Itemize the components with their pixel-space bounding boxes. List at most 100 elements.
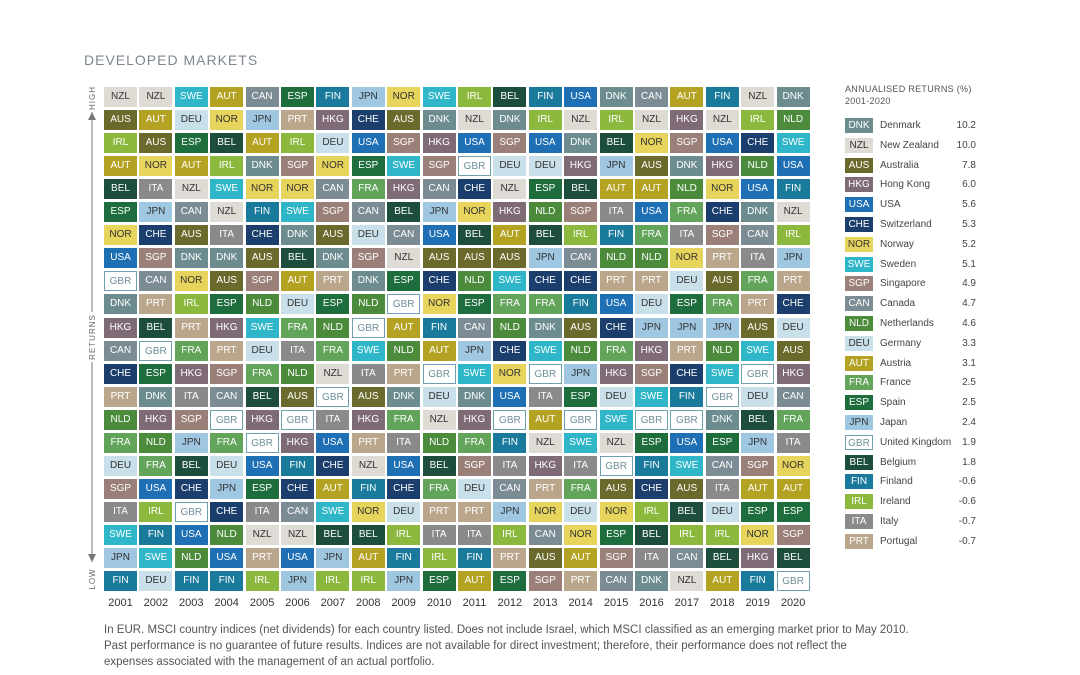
country-cell: GBR [139,340,173,361]
country-cell: GBR [387,294,421,315]
year-label: 2016 [639,597,664,609]
country-cell: PRT [493,548,527,568]
country-cell: GBR [670,409,704,430]
country-cell: DEU [245,340,279,361]
country-cell: HKG [493,202,527,223]
country-cell: GBR [281,409,314,430]
country-cell: USA [351,133,385,154]
country-cell: DEU [670,271,704,292]
country-cell: HKG [599,363,633,384]
country-cell: ESP [528,179,562,200]
country-cell: NOR [281,179,314,200]
country-cell: CHE [528,271,562,292]
country-cell: AUS [422,248,456,269]
country-cell: BEL [210,133,244,154]
country-cell: ITA [351,363,385,384]
country-cell: AUT [741,478,775,499]
country-cell: HKG [316,110,350,131]
legend-name: Portugal [880,535,918,547]
country-cell: CHE [458,179,491,200]
title: DEVELOPED MARKETS [84,52,259,68]
country-cell: SGP [776,524,810,545]
country-cell: JPN [528,248,562,269]
legend-code: DNK [845,118,873,133]
country-cell: USA [245,455,279,476]
country-cell: HKG [387,179,421,200]
country-cell: FRA [210,432,244,453]
country-cell: AUS [741,317,775,338]
country-cell: SGP [528,571,562,592]
legend-code: ITA [845,514,873,529]
country-cell: FRA [528,294,562,315]
legend-code: CAN [845,296,873,312]
legend-code: SWE [845,256,873,272]
country-cell: NZL [351,455,385,476]
country-cell: AUT [387,317,421,338]
country-cell: NLD [635,248,668,269]
country-cell: ITA [210,225,244,246]
country-cell: BEL [351,524,385,545]
country-cell: FRA [351,179,385,200]
country-cell: DNK [776,87,810,107]
country-cell: BEL [599,133,633,154]
country-cell: FRA [104,432,137,453]
country-cell: BEL [139,317,173,338]
country-cell: USA [104,248,137,269]
country-cell: CHE [705,202,739,223]
country-cell: NZL [564,110,598,131]
country-cell: IRL [564,225,598,246]
country-cell: NOR [104,225,137,246]
country-cell: DEU [564,501,598,522]
year-label: 2006 [285,597,310,609]
country-cell: PRT [599,271,633,292]
country-cell: AUS [351,386,385,407]
country-cell: HKG [705,156,739,177]
legend-value: 5.1 [962,258,976,270]
country-cell: DNK [245,156,279,177]
country-cell: NLD [528,202,562,223]
legend-code: NZL [845,137,873,153]
legend-value: 1.9 [962,436,976,448]
country-cell: USA [776,156,810,177]
country-cell: ESP [387,271,421,292]
country-cell: NLD [599,248,633,269]
country-cell: USA [564,87,598,107]
legend-value: 7.8 [962,159,976,171]
country-cell: JPN [351,87,385,107]
country-cell: NOR [564,524,598,545]
country-cell: CAN [741,225,775,246]
country-cell: NLD [776,110,810,131]
country-cell: PRT [210,340,244,361]
country-cell: AUS [458,248,491,269]
country-cell: CHE [387,478,421,499]
legend-code: NOR [845,236,873,252]
country-cell: IRL [387,524,421,545]
country-cell: PRT [104,386,137,407]
country-cell: NOR [458,202,491,223]
country-cell: AUS [245,248,279,269]
year-label: 2005 [249,597,275,609]
country-cell: FRA [776,409,810,430]
country-cell: BEL [245,386,279,407]
country-cell: USA [210,548,244,568]
country-cell: CAN [174,202,208,223]
country-cell: USA [139,478,173,499]
country-cell: SGP [104,478,137,499]
country-cell: PRT [139,294,173,315]
country-cell: NOR [493,363,527,384]
country-cell: SGP [210,363,244,384]
country-cell: FRA [741,271,775,292]
country-cell: CAN [599,571,633,592]
year-label: 2011 [462,597,487,609]
country-cell: CAN [210,386,244,407]
year-label: 2017 [674,597,700,609]
country-cell: ESP [351,156,385,177]
country-cell: PRT [316,271,350,292]
country-cell: CAN [564,248,598,269]
country-cell: NLD [351,294,385,315]
country-cell: NZL [670,571,704,592]
country-cell: DEU [316,133,350,154]
country-cell: HKG [104,317,137,338]
country-cell: HKG [564,156,598,177]
country-cell: SWE [316,501,350,522]
